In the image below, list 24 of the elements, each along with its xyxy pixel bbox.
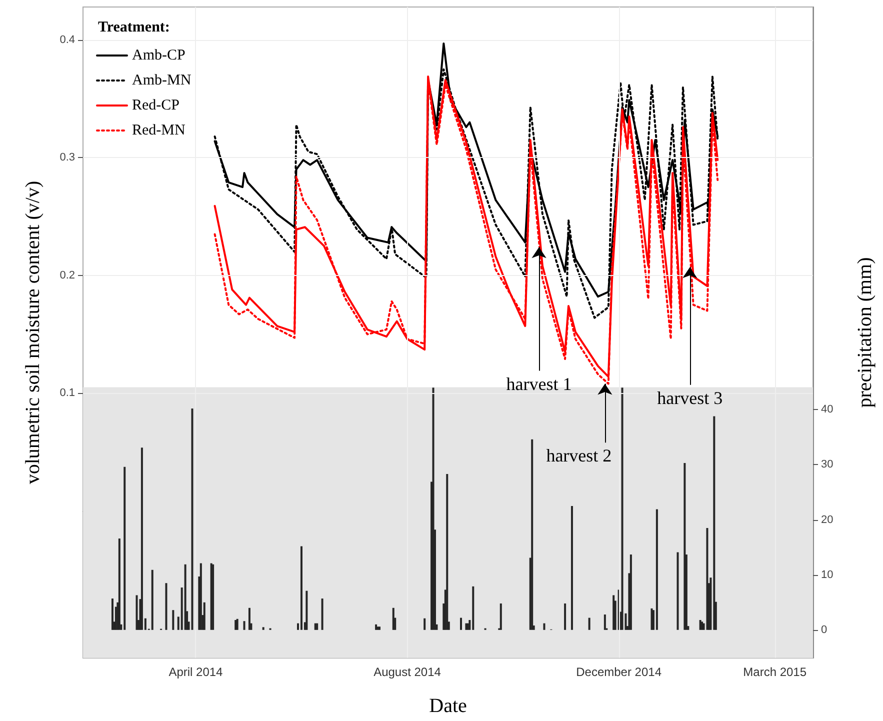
y2-tick-label: 30 — [821, 458, 834, 471]
x-tick-label: March 2015 — [743, 665, 807, 679]
y-tick-label: 0.2 — [60, 269, 75, 282]
y2-tick-label: 40 — [821, 404, 834, 416]
annotation: harvest 3 — [657, 388, 723, 408]
y2-tick-label: 20 — [821, 514, 834, 526]
y-axis-title: volumetric soil moisture content (v/v) — [22, 180, 44, 484]
x-tick-label: August 2014 — [374, 665, 442, 679]
y2-tick-label: 0 — [821, 624, 828, 636]
y-tick-label: 0.3 — [60, 152, 75, 164]
legend-title: Treatment: — [98, 20, 170, 36]
x-axis-title: Date — [429, 695, 467, 717]
legend-label: Red-MN — [132, 122, 186, 138]
legend-label: Red-CP — [132, 98, 180, 114]
y-tick-label: 0.4 — [60, 34, 75, 46]
y-tick-label: 0.1 — [60, 387, 75, 400]
annotation: harvest 2 — [546, 446, 612, 466]
x-tick-label: April 2014 — [168, 665, 224, 679]
legend-label: Amb-CP — [132, 48, 186, 64]
legend-label: Amb-MN — [132, 72, 192, 88]
y2-tick-label: 10 — [821, 568, 834, 581]
annotation: harvest 1 — [506, 374, 572, 394]
y2-axis-title: precipitation (mm) — [854, 257, 876, 408]
x-tick-label: December 2014 — [576, 665, 662, 679]
